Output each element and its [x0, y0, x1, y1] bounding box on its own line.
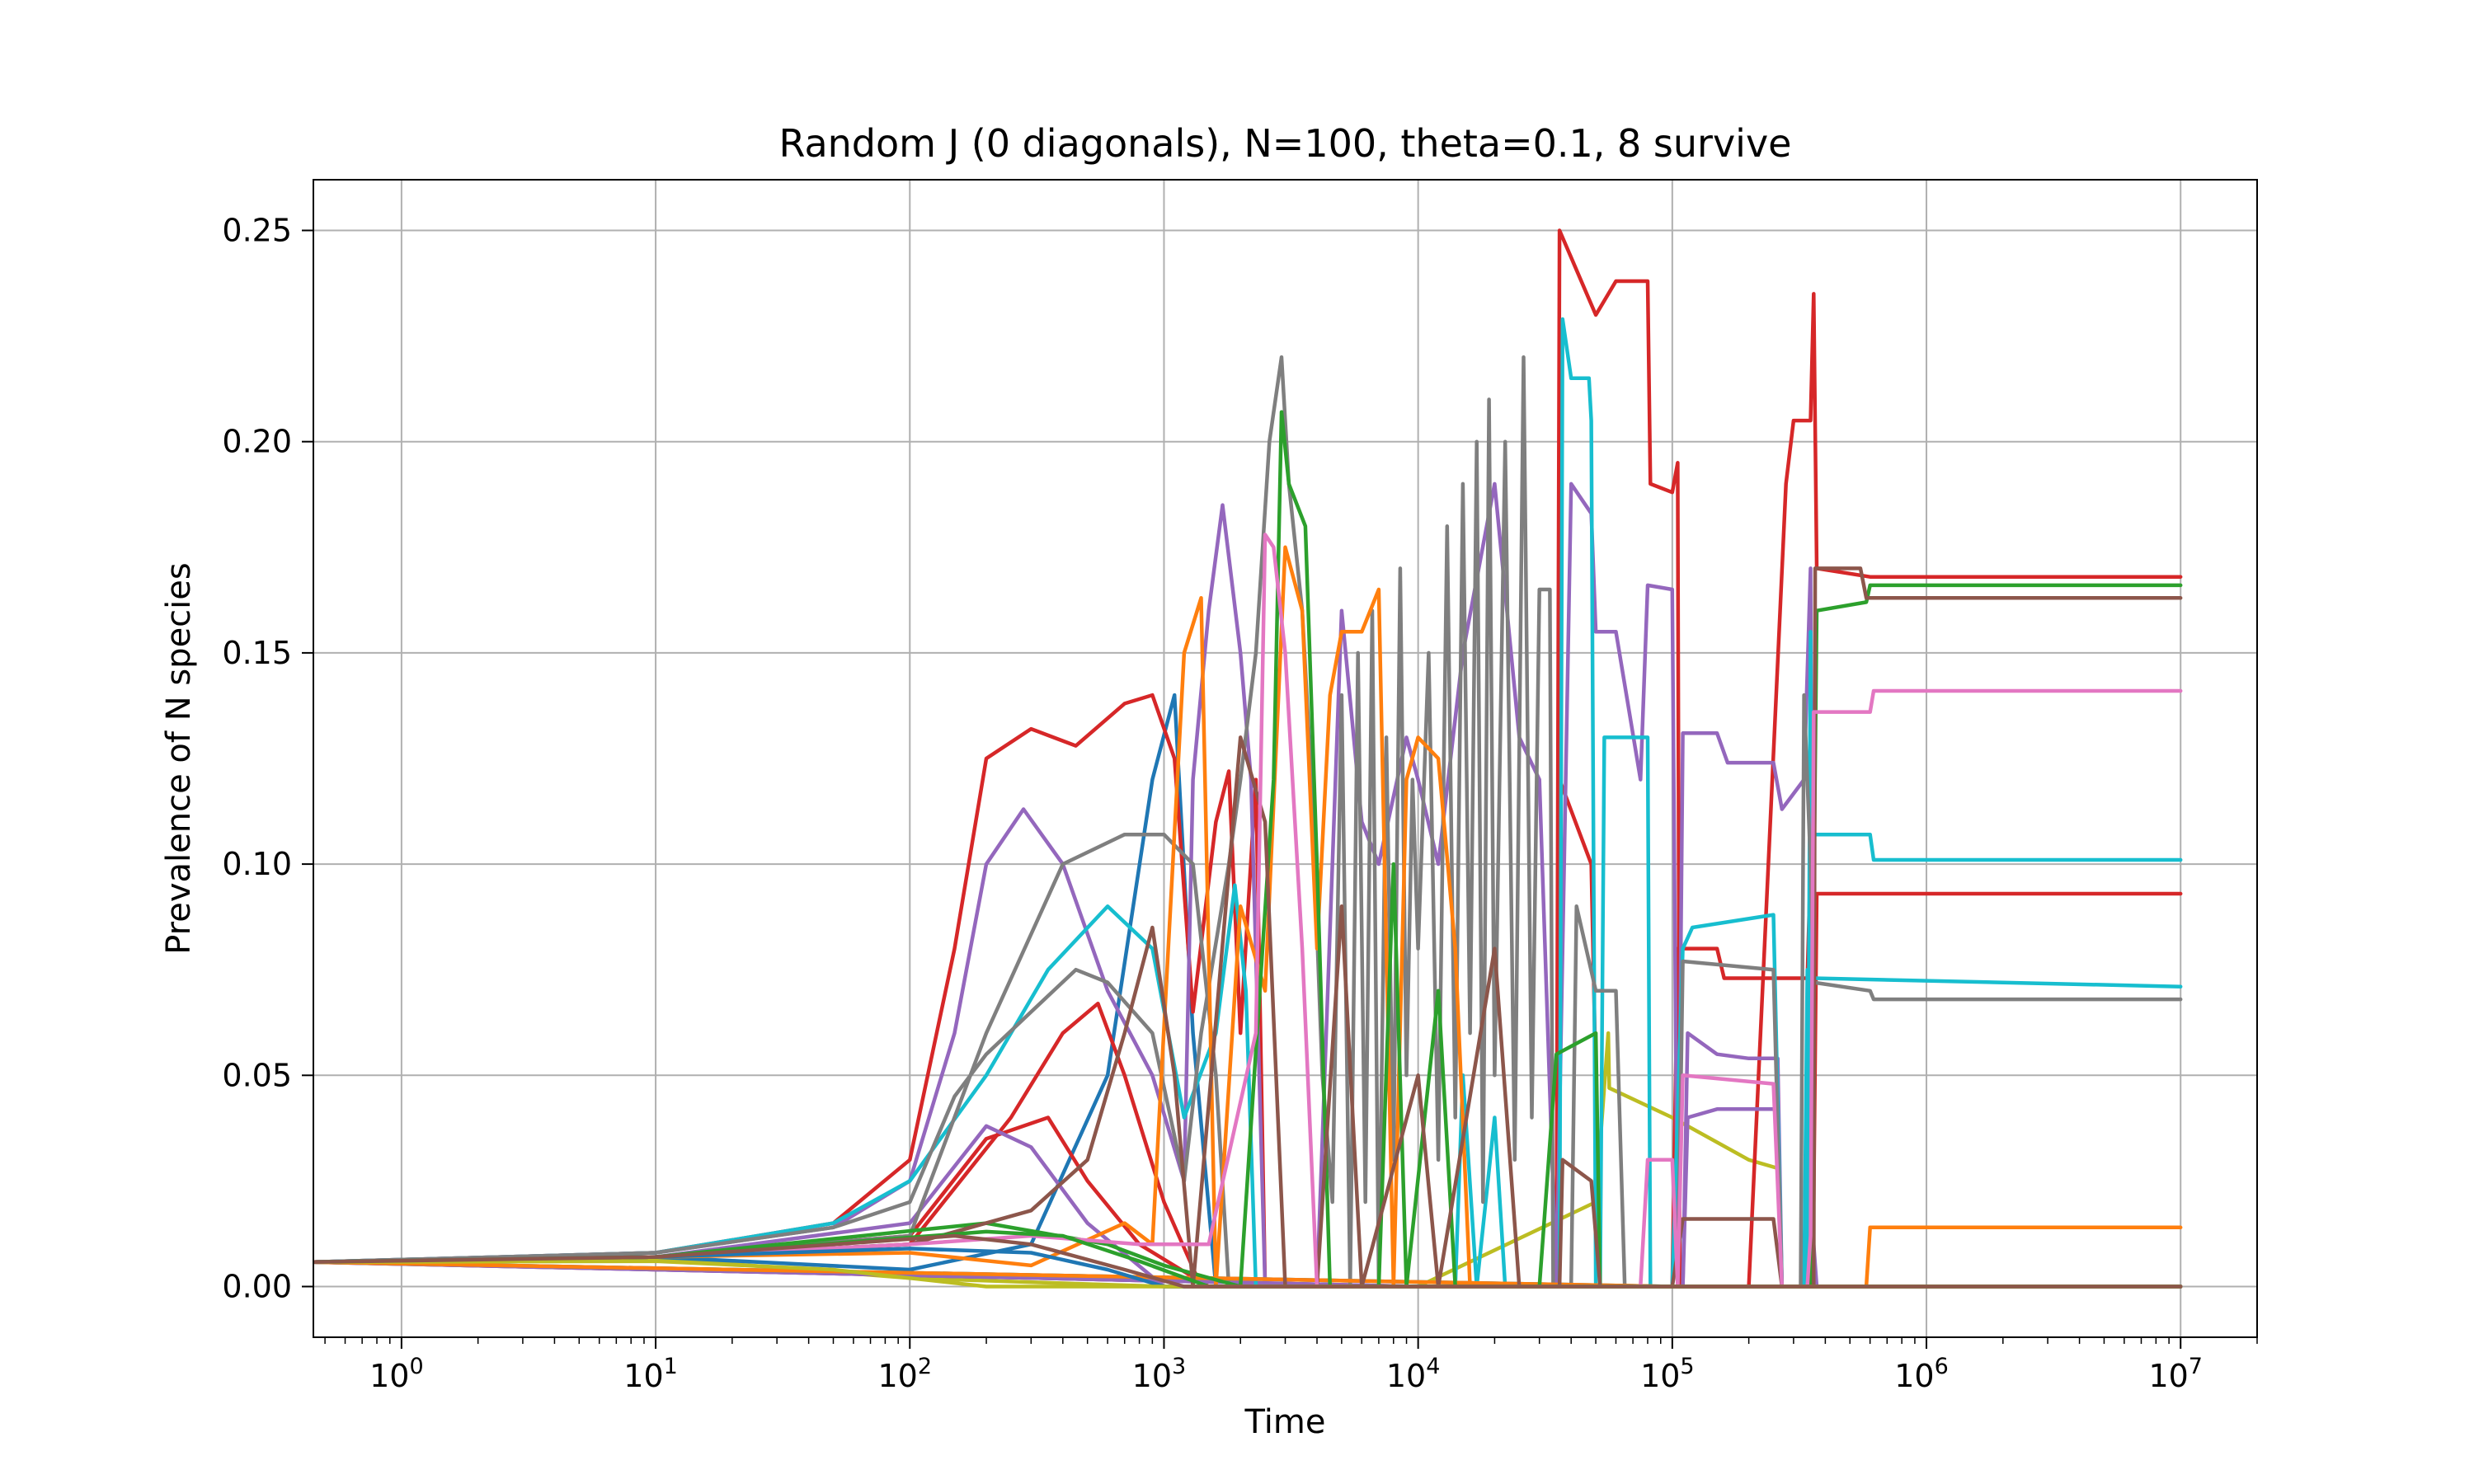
x-tick-label: 107: [2148, 1354, 2203, 1394]
series-line-24: [313, 1233, 2183, 1289]
x-axis: 100 101 102 103 104 105 106 107: [324, 1337, 2258, 1394]
y-tick-label: 0.20: [222, 424, 292, 460]
y-tick-label: 0.05: [222, 1057, 292, 1093]
series-group: [313, 228, 2183, 1289]
x-tick-label: 104: [1386, 1354, 1441, 1394]
series-line-7: [313, 481, 2183, 1289]
x-tick-label: 105: [1640, 1354, 1695, 1394]
x-tick-label: 100: [369, 1354, 424, 1394]
x-tick-label: 106: [1894, 1354, 1949, 1394]
y-axis-title: Prevalence of N species: [160, 562, 198, 954]
grid: [313, 180, 2257, 1337]
y-tick-label: 0.10: [222, 846, 292, 882]
series-line-13: [313, 355, 2183, 1289]
x-tick-label: 103: [1132, 1354, 1187, 1394]
x-axis-title: Time: [1244, 1403, 1326, 1441]
y-tick-label: 0.00: [222, 1269, 292, 1305]
x-tick-label: 102: [877, 1354, 932, 1394]
x-tick-label: 101: [623, 1354, 678, 1394]
plot-area: [313, 228, 2183, 1289]
y-axis: 0.00 0.05 0.10 0.15 0.20 0.25: [222, 212, 313, 1305]
chart-title: Random J (0 diagonals), N=100, theta=0.1…: [779, 121, 1792, 166]
series-line-16: [313, 545, 2183, 1289]
y-tick-label: 0.25: [222, 212, 292, 248]
y-tick-label: 0.15: [222, 635, 292, 671]
